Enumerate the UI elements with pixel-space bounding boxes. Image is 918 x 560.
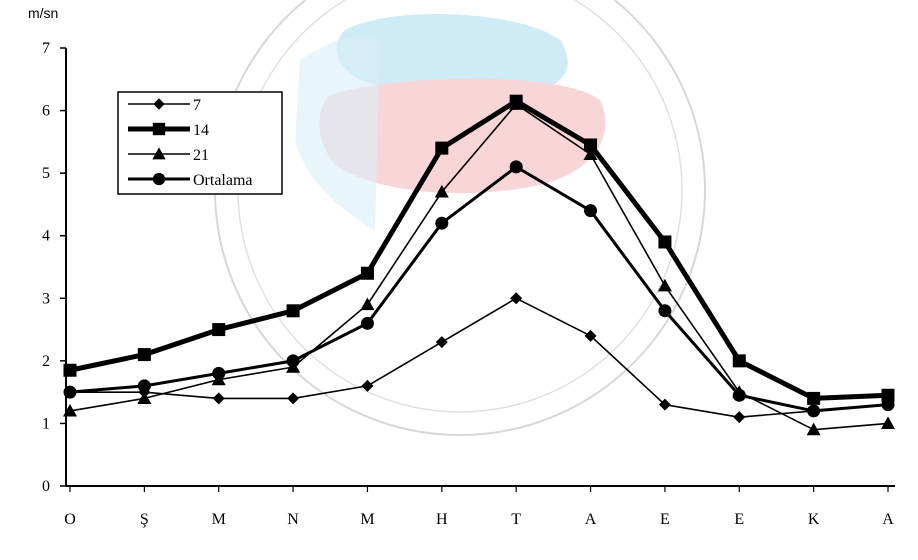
- data-point: [807, 391, 821, 405]
- data-point: [733, 411, 746, 424]
- data-point: [658, 304, 672, 318]
- x-tick-label: K: [808, 511, 820, 528]
- data-point: [137, 379, 151, 393]
- data-point: [212, 323, 226, 337]
- legend-label: 7: [193, 97, 201, 114]
- x-tick-label: Ş: [140, 511, 149, 528]
- x-tick-label: H: [436, 511, 448, 528]
- x-tick-label: N: [287, 511, 299, 528]
- x-tick-label: M: [360, 511, 374, 528]
- series-layer: [63, 94, 895, 436]
- data-point: [360, 266, 374, 280]
- legend-marker: [152, 122, 166, 136]
- data-point: [806, 422, 821, 436]
- data-point: [881, 388, 895, 402]
- legend-entry: 21: [128, 147, 209, 164]
- data-point: [63, 385, 77, 399]
- data-point: [212, 366, 226, 380]
- data-point: [434, 184, 449, 198]
- data-point: [732, 388, 746, 402]
- data-point: [286, 304, 300, 318]
- data-point: [137, 391, 152, 404]
- data-point: [435, 336, 448, 349]
- legend-entry: 7: [128, 97, 201, 114]
- series-ortalama: [63, 160, 895, 418]
- data-point: [583, 147, 598, 160]
- legend-marker: [153, 98, 165, 110]
- data-point: [658, 398, 671, 411]
- data-point: [584, 329, 597, 342]
- x-tick-label: O: [64, 511, 76, 528]
- data-point: [286, 354, 300, 368]
- data-point: [360, 297, 375, 311]
- data-point: [360, 316, 374, 330]
- y-axis-ticks: 0 1 2 3 4 5 6 7: [42, 40, 66, 495]
- data-point: [435, 141, 449, 155]
- y-tick-label: 0: [42, 478, 50, 495]
- legend-entry: 14: [128, 122, 209, 139]
- series-line: [69, 165, 889, 413]
- y-tick-label: 4: [42, 228, 50, 245]
- x-tick-label: T: [511, 511, 521, 528]
- data-point: [510, 292, 523, 305]
- data-point: [881, 416, 895, 430]
- data-point: [657, 278, 672, 292]
- legend-box: [117, 91, 283, 195]
- data-point: [435, 216, 449, 230]
- data-point: [584, 204, 598, 218]
- series-line: [70, 297, 889, 418]
- y-tick-label: 2: [42, 353, 50, 370]
- y-tick-label: 3: [42, 290, 50, 307]
- data-point: [509, 160, 523, 174]
- data-point: [584, 138, 598, 152]
- y-tick-label: 7: [42, 40, 50, 57]
- y-tick-label: 6: [42, 103, 50, 120]
- data-point: [881, 398, 895, 412]
- series-7: [64, 292, 894, 424]
- y-axis-unit-label: m/sn: [28, 5, 58, 21]
- x-tick-label: E: [660, 511, 670, 528]
- series-line: [69, 98, 889, 401]
- data-point: [658, 235, 672, 249]
- data-point: [212, 392, 225, 405]
- data-point: [287, 392, 300, 405]
- legend-marker: [152, 147, 166, 160]
- data-point: [63, 403, 77, 417]
- data-point: [509, 97, 524, 110]
- x-tick-label: A: [585, 511, 597, 528]
- legend-label: 21: [193, 147, 209, 164]
- y-tick-label: 5: [42, 165, 50, 182]
- data-point: [361, 379, 374, 392]
- x-tick-label: E: [734, 511, 744, 528]
- data-point: [807, 404, 821, 418]
- x-tick-label: A: [882, 511, 894, 528]
- legend-marker: [152, 172, 166, 186]
- y-tick-label: 1: [42, 415, 50, 432]
- legend-label: 14: [193, 122, 209, 139]
- data-point: [137, 348, 151, 362]
- data-point: [63, 363, 77, 377]
- legend-label: Ortalama: [193, 172, 253, 189]
- legend: 7 14 21 Ortalama: [117, 91, 283, 195]
- x-tick-label: M: [212, 511, 226, 528]
- legend-entry: Ortalama: [128, 172, 253, 189]
- data-point: [732, 354, 746, 368]
